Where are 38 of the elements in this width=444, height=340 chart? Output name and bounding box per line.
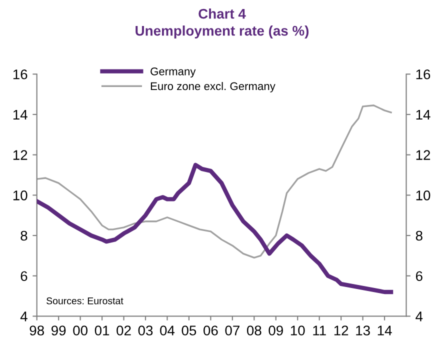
- line-series: [36, 162, 394, 294]
- x-tick-label: 11: [313, 326, 326, 336]
- x-tick-label: 09: [268, 326, 283, 336]
- line-series: [36, 104, 392, 259]
- x-tick-label: 13: [356, 326, 370, 336]
- x-tick-label: 06: [204, 326, 218, 336]
- x-tick-label: 98: [30, 326, 44, 336]
- x-tick-label: 04: [160, 326, 175, 336]
- y-tick-label: 12: [13, 150, 28, 160]
- y2-tick-label: 6: [416, 271, 422, 282]
- x-tick-label: 00: [73, 326, 88, 336]
- x-tick-label: 08: [246, 326, 262, 336]
- y-tick-label: 4: [20, 312, 28, 322]
- y-tick-label: 14: [13, 110, 28, 120]
- y-tick-label: 10: [13, 190, 28, 200]
- y2-tick-label: 4: [416, 312, 423, 322]
- x-tick-label: 99: [52, 326, 66, 336]
- y2-tick-label: 16: [416, 69, 430, 80]
- y-tick-label: 6: [20, 271, 28, 282]
- y2-tick-label: 14: [416, 110, 430, 120]
- y-tick-label: 16: [13, 69, 28, 80]
- x-tick-label: 02: [116, 326, 131, 336]
- x-tick-label: 05: [182, 326, 196, 336]
- y2-tick-label: 8: [416, 230, 422, 241]
- x-tick-label: 07: [225, 326, 240, 336]
- x-tick-label: 10: [290, 326, 305, 336]
- annotation: Sources: Eurostat: [46, 297, 124, 304]
- x-tick-label: 14: [378, 326, 392, 336]
- legend-label: Euro zone excl. Germany: [150, 82, 276, 92]
- x-tick-label: 12: [334, 326, 348, 336]
- x-tick-label: 03: [138, 326, 153, 336]
- x-tick-label: 01: [94, 326, 110, 336]
- y2-tick-label: 12: [416, 150, 430, 160]
- y-tick-label: 8: [20, 230, 28, 241]
- legend-label: Germany: [150, 67, 196, 78]
- chart-title: Chart 4: [198, 8, 246, 19]
- y2-tick-label: 10: [416, 190, 430, 200]
- chart-subtitle: Unemployment rate (as %): [136, 26, 309, 38]
